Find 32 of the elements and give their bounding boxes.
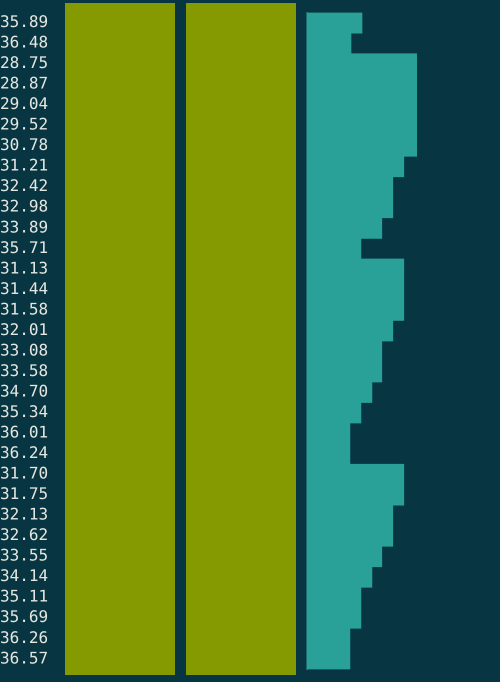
y-tick-label: 35.69 <box>0 607 48 626</box>
y-tick-label: 28.87 <box>0 74 48 93</box>
y-tick-label: 31.75 <box>0 484 48 504</box>
y-tick-label: 33.58 <box>0 360 48 380</box>
y-tick-label: 34.14 <box>0 566 48 586</box>
y-tick-label: 32.42 <box>0 176 48 196</box>
y-tick-label: 34.70 <box>0 381 48 400</box>
y-tick-label: 36.26 <box>0 628 48 647</box>
y-tick-label: 36.48 <box>0 32 48 52</box>
y-tick-label: 36.01 <box>0 422 48 442</box>
y-tick-label: 33.08 <box>0 340 48 360</box>
y-tick-label: 32.01 <box>0 320 48 339</box>
y-tick-label: 31.44 <box>0 278 48 298</box>
y-tick-label: 31.58 <box>0 299 48 318</box>
y-tick-label: 32.13 <box>0 504 48 524</box>
y-tick-label: 35.89 <box>0 12 48 32</box>
y-tick-label: 35.34 <box>0 402 48 421</box>
y-tick-label: 30.78 <box>0 135 48 154</box>
y-tick-label: 32.98 <box>0 196 48 216</box>
y-tick-label: 31.21 <box>0 156 48 175</box>
y-tick-label: 32.62 <box>0 525 48 544</box>
y-tick-label: 33.89 <box>0 217 48 236</box>
y-tick-label: 36.57 <box>0 648 48 668</box>
y-tick-label: 33.55 <box>0 546 48 565</box>
y-tick-label: 28.75 <box>0 53 48 72</box>
y-tick-label: 31.13 <box>0 258 48 278</box>
y-tick-label: 31.70 <box>0 464 48 483</box>
y-tick-label: 36.24 <box>0 443 48 462</box>
y-tick-label: 35.11 <box>0 586 48 606</box>
y-tick-label: 29.52 <box>0 114 48 134</box>
y-tick-label: 29.04 <box>0 94 48 114</box>
y-tick-label: 35.71 <box>0 238 48 257</box>
